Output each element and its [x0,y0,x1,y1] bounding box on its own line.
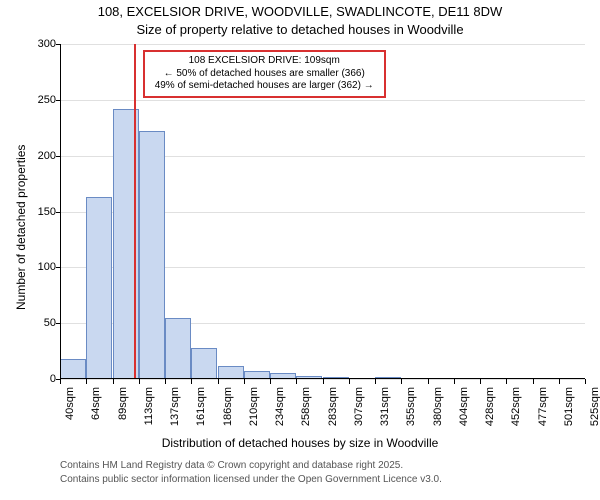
x-axis-label: Distribution of detached houses by size … [0,436,600,450]
x-tick-label: 355sqm [405,387,417,426]
footer-copyright: Contains HM Land Registry data © Crown c… [60,460,403,471]
x-tick-label: 234sqm [274,387,286,426]
x-tick-mark [113,379,114,384]
histogram-bar [60,359,86,379]
histogram-bar [191,348,217,379]
x-tick-label: 380sqm [432,387,444,426]
x-tick-label: 477sqm [537,387,549,426]
x-tick-mark [165,379,166,384]
x-tick-label: 501sqm [563,387,575,426]
x-tick-mark [506,379,507,384]
annotation-smaller: ← 50% of detached houses are smaller (36… [155,68,374,81]
y-tick-label: 100 [38,261,56,273]
y-tick-label: 50 [44,317,56,329]
annotation-callout: 108 EXCELSIOR DRIVE: 109sqm← 50% of deta… [143,50,386,98]
x-tick-mark [585,379,586,384]
histogram-bar [86,197,112,379]
x-tick-label: 40sqm [64,387,76,420]
x-tick-mark [533,379,534,384]
histogram-chart: 108, EXCELSIOR DRIVE, WOODVILLE, SWADLIN… [0,0,600,500]
x-tick-label: 428sqm [484,387,496,426]
y-tick-label: 150 [38,206,56,218]
y-tick-label: 200 [38,150,56,162]
x-tick-mark [454,379,455,384]
histogram-bar [218,366,244,379]
plot-area: 108 EXCELSIOR DRIVE: 109sqm← 50% of deta… [60,44,585,379]
x-tick-label: 452sqm [510,387,522,426]
y-tick-label: 300 [38,38,56,50]
y-axis-line [60,44,61,379]
x-tick-mark [139,379,140,384]
x-tick-label: 64sqm [90,387,102,420]
x-tick-mark [323,379,324,384]
x-tick-label: 161sqm [195,387,207,426]
x-tick-label: 113sqm [143,387,155,425]
gridline [60,44,585,45]
x-tick-mark [401,379,402,384]
x-tick-mark [296,379,297,384]
annotation-title: 108 EXCELSIOR DRIVE: 109sqm [155,55,374,68]
x-tick-mark [480,379,481,384]
x-tick-label: 210sqm [248,387,260,426]
x-tick-mark [349,379,350,384]
x-tick-mark [270,379,271,384]
x-tick-label: 307sqm [353,387,365,426]
x-tick-mark [375,379,376,384]
x-tick-mark [191,379,192,384]
y-tick-label: 250 [38,94,56,106]
x-axis: 40sqm 64sqm 89sqm 113sqm 137sqm 161sqm 186sqm 2… [60,379,585,439]
x-tick-label: 404sqm [458,387,470,426]
x-tick-label: 89sqm [117,387,129,420]
x-tick-mark [86,379,87,384]
y-axis: 050100150200250300 [0,44,60,379]
x-tick-label: 283sqm [327,387,339,426]
x-tick-mark [559,379,560,384]
x-tick-label: 186sqm [222,387,234,426]
x-tick-label: 258sqm [300,387,312,426]
x-tick-mark [428,379,429,384]
footer-licence: Contains public sector information licen… [60,474,442,485]
x-tick-label: 525sqm [589,387,600,426]
annotation-larger: 49% of semi-detached houses are larger (… [155,80,374,93]
x-tick-label: 331sqm [379,387,391,426]
chart-title-address: 108, EXCELSIOR DRIVE, WOODVILLE, SWADLIN… [0,4,600,19]
x-tick-mark [218,379,219,384]
x-tick-mark [244,379,245,384]
histogram-bar [139,131,165,379]
gridline [60,100,585,101]
x-tick-label: 137sqm [169,387,181,426]
chart-subtitle: Size of property relative to detached ho… [0,22,600,37]
x-tick-mark [60,379,61,384]
histogram-bar [165,318,191,379]
reference-line [134,44,136,379]
